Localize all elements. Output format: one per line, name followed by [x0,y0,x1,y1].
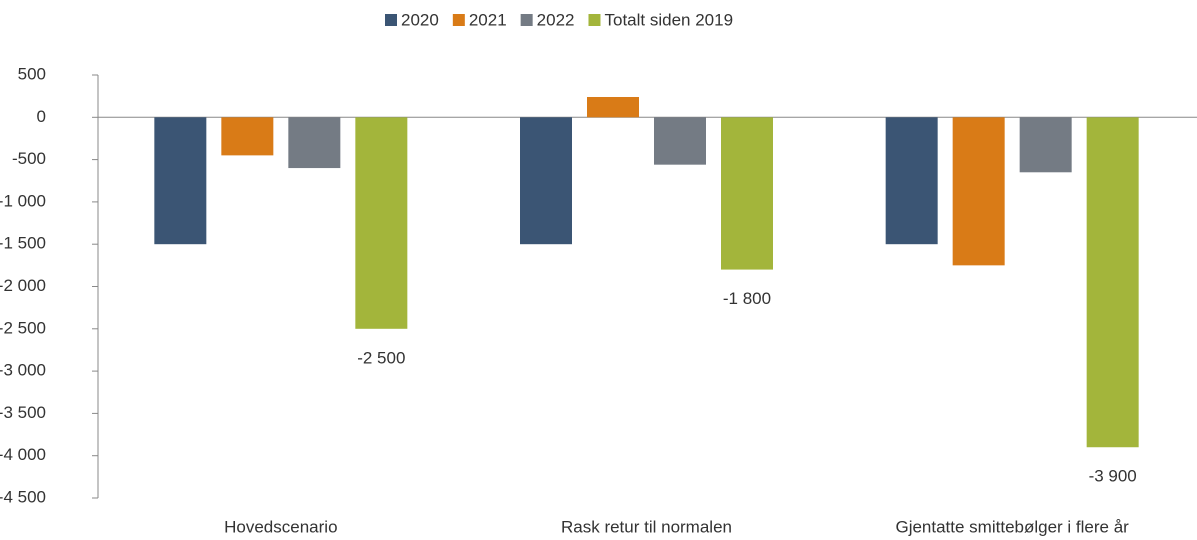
legend-label: 2020 [401,10,439,29]
x-tick-label: Hovedscenario [224,517,337,536]
legend-swatch [588,14,601,26]
bar [1086,117,1139,448]
y-tick-label: -3 000 [0,361,46,380]
bar [520,117,572,245]
x-tick-label: Gjentatte smittebølger i flere år [895,517,1129,536]
y-tick-label: -500 [12,149,46,168]
bar [721,117,773,270]
y-tick-label: -4 000 [0,445,46,464]
y-tick-label: -1 000 [0,191,46,210]
y-tick-label: -1 500 [0,234,46,253]
legend-label: Totalt siden 2019 [604,10,733,29]
bar [154,117,207,245]
y-tick-label: -3 500 [0,403,46,422]
legend-swatch [452,14,465,26]
bar [952,117,1005,266]
bar [587,96,639,118]
legend-label: 2022 [537,10,575,29]
bar [288,117,341,169]
value-label: -3 900 [1089,467,1137,486]
bar [221,117,274,156]
value-label: -1 800 [723,289,771,308]
legend-label: 2021 [469,10,507,29]
bar [654,117,706,165]
legend-swatch [520,14,533,26]
y-tick-label: 0 [37,107,46,126]
y-tick-label: 500 [18,64,46,83]
legend-swatch [385,14,397,26]
bar [885,117,938,245]
bar [1019,117,1072,173]
bar [355,117,408,329]
y-tick-label: -2 000 [0,276,46,295]
y-tick-label: -2 500 [0,318,46,337]
x-tick-label: Rask retur til normalen [561,517,732,536]
value-label: -2 500 [357,348,405,367]
y-tick-label: -4 500 [0,487,46,506]
